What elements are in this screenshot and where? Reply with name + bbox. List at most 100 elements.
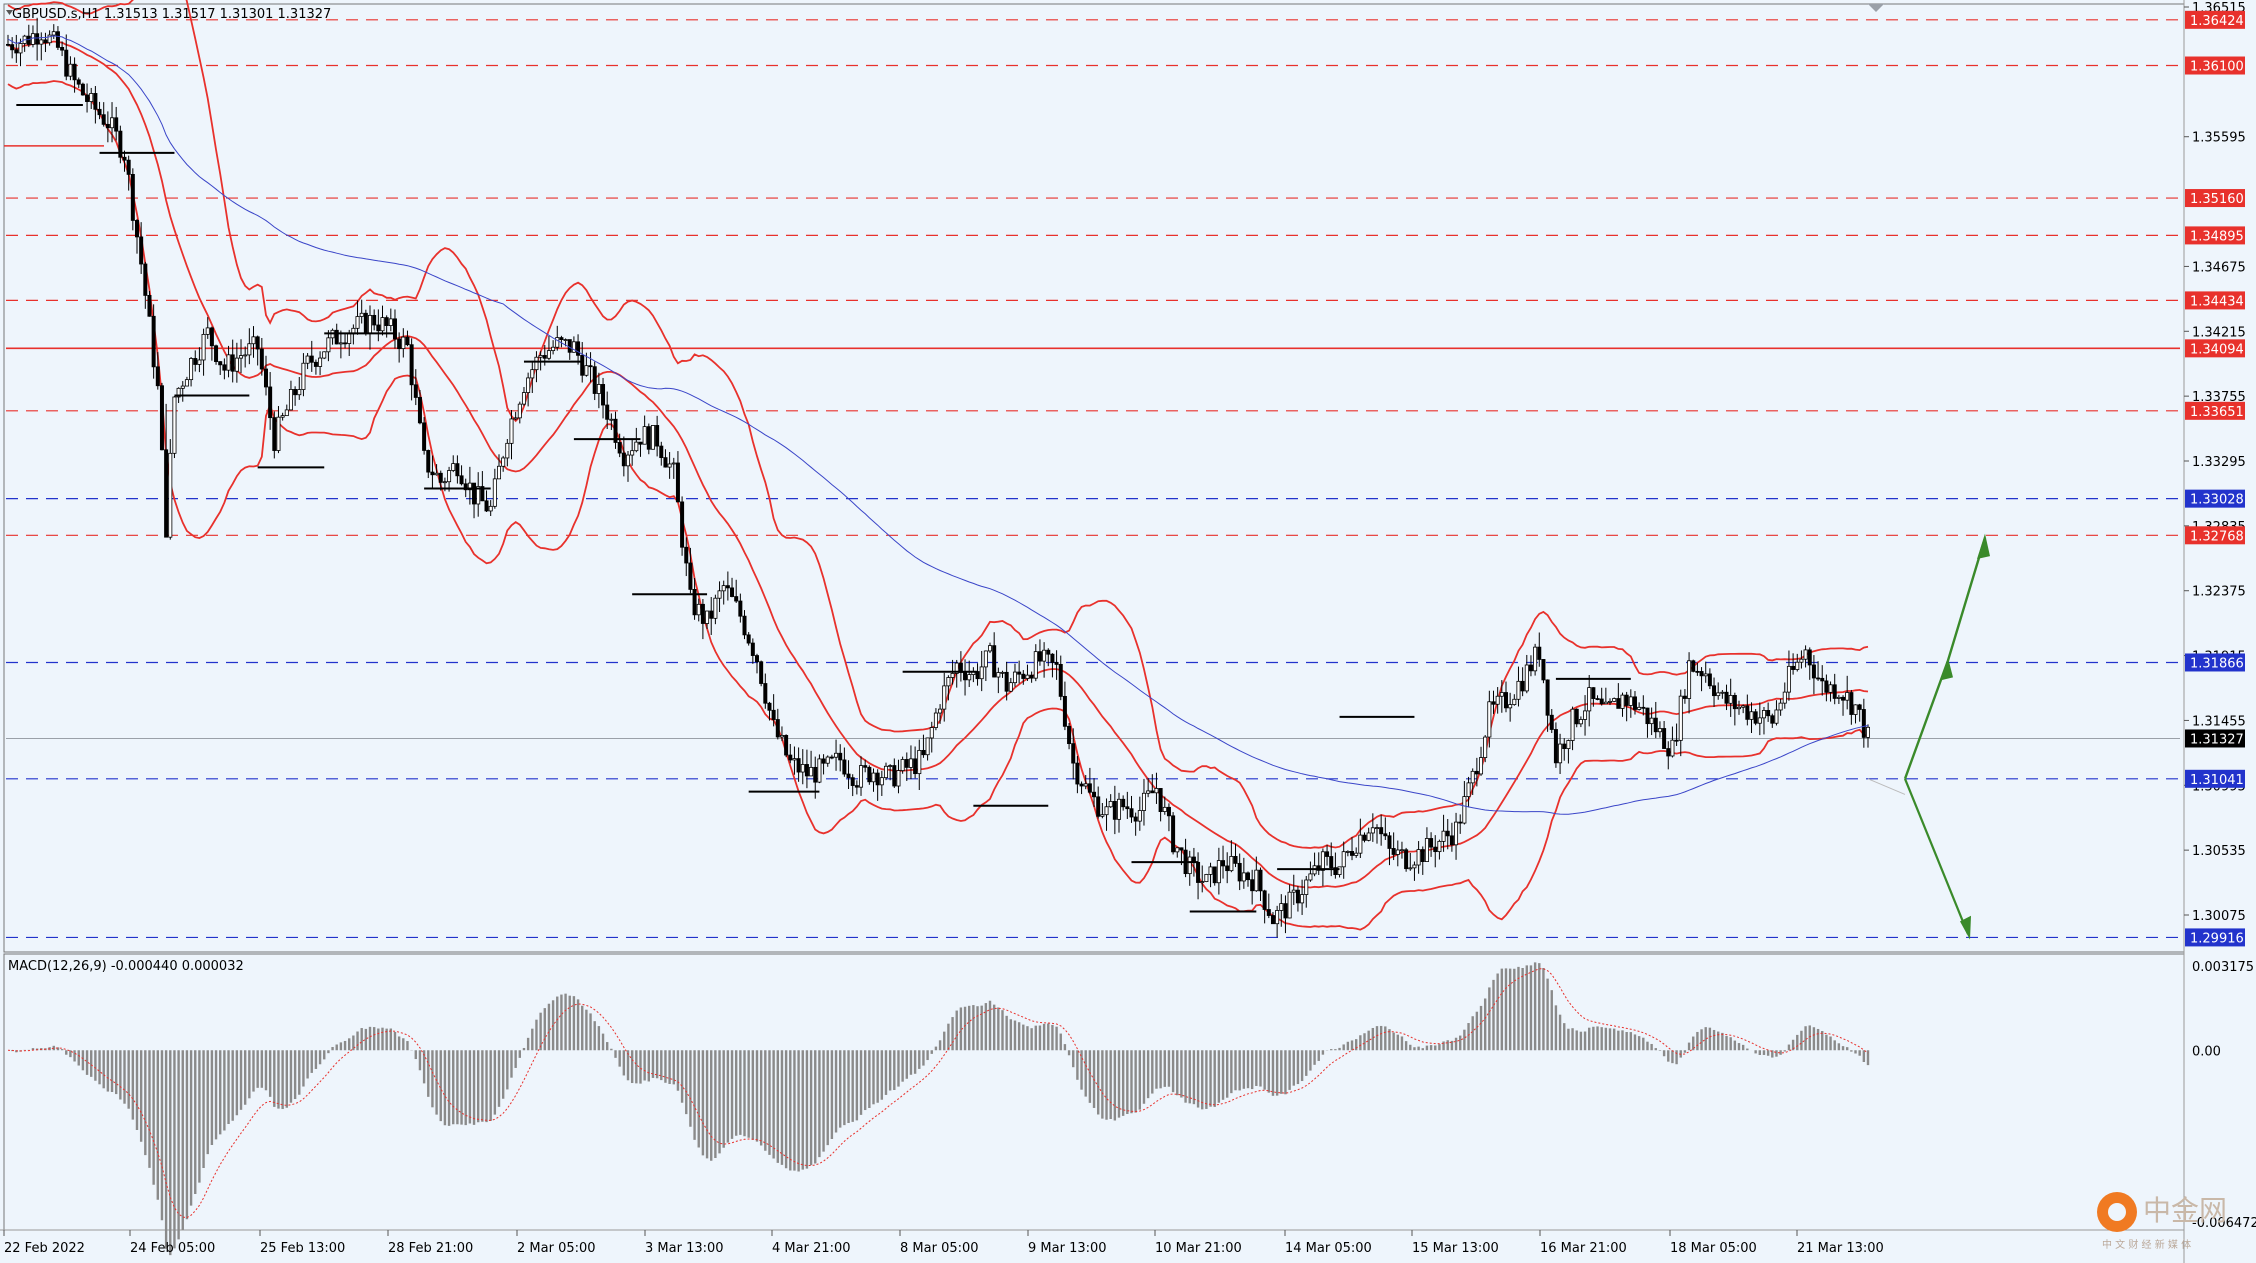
candle-body: [35, 33, 40, 45]
candle-body: [1670, 739, 1675, 757]
candle-body: [1216, 860, 1221, 884]
candle-body: [638, 441, 643, 445]
candle-body: [484, 500, 489, 512]
candle-body: [1462, 796, 1467, 824]
candle-body: [542, 355, 547, 359]
candle-body: [1616, 698, 1621, 709]
watermark-brand: 中金网: [2143, 1194, 2227, 1227]
candle-body: [1158, 788, 1163, 812]
candle-body: [1512, 698, 1517, 706]
forecast-down-arrow: [1903, 778, 1970, 935]
candle-body: [1791, 665, 1796, 670]
candle-body: [60, 46, 65, 51]
candle-body: [1699, 671, 1704, 677]
price-tick-label-1: 1.35595: [2192, 131, 2246, 146]
candle-body: [904, 759, 909, 768]
candle-body: [1437, 840, 1442, 853]
candle-body: [1320, 851, 1325, 871]
candle-body: [1861, 709, 1866, 738]
candle-body: [80, 83, 85, 96]
candle-body: [983, 650, 988, 668]
candle-body: [1811, 664, 1816, 679]
candle-body: [201, 333, 206, 361]
candle-body: [1283, 903, 1288, 919]
candle-body: [255, 336, 260, 350]
candle-body: [397, 338, 402, 349]
candle-body: [1291, 889, 1296, 893]
candle-body: [509, 418, 514, 444]
candle-body: [1179, 847, 1184, 851]
candle-body: [650, 425, 655, 450]
candle-body: [355, 316, 360, 329]
candle-body: [101, 114, 106, 125]
candle-body: [1304, 879, 1309, 895]
candle-body: [1387, 835, 1392, 849]
bollinger-bands: [7, 0, 1869, 931]
candle-body: [392, 318, 397, 340]
level-tag-11: [2185, 769, 2245, 788]
candle-body: [1578, 719, 1583, 725]
candle-body: [784, 735, 789, 756]
candle-body: [1820, 677, 1825, 682]
candle-body: [288, 389, 293, 411]
candle-body: [1845, 692, 1850, 701]
time-tick-label-7: 8 Mar 05:00: [900, 1241, 979, 1256]
level-tag-8: [2185, 526, 2245, 545]
candle-body: [1508, 704, 1513, 709]
shift-marker-icon[interactable]: [1868, 4, 1884, 12]
candle-body: [671, 462, 676, 465]
candle-body: [1824, 680, 1829, 693]
candle-body: [259, 348, 264, 370]
candle-body: [750, 642, 755, 656]
candle-body: [14, 49, 19, 54]
candle-body: [1737, 706, 1742, 710]
candle-body: [871, 772, 876, 783]
candle-body: [114, 117, 119, 132]
candlesticks: [6, 17, 1871, 938]
candle-body: [1778, 702, 1783, 711]
candle-body: [1491, 701, 1496, 705]
candle-body: [1666, 748, 1671, 757]
dropdown-triangle-icon[interactable]: [6, 10, 13, 15]
candle-body: [1379, 827, 1384, 835]
level-tag-4: [2185, 291, 2245, 310]
candle-body: [293, 389, 298, 396]
candle-body: [684, 546, 689, 564]
candle-body: [1591, 687, 1596, 699]
candle-body: [1595, 698, 1600, 700]
candle-body: [754, 655, 759, 663]
level-tag-text-9: 1.31866: [2190, 656, 2244, 671]
lower-band: [7, 80, 1869, 931]
candle-body: [1270, 915, 1275, 925]
candle-body: [68, 63, 73, 77]
time-tick-label-2: 25 Feb 13:00: [260, 1241, 345, 1256]
candle-body: [696, 603, 701, 616]
forecast-arrows: [1867, 533, 1990, 940]
candle-body: [1125, 806, 1130, 810]
candle-body: [700, 603, 705, 624]
candle-body: [896, 770, 901, 787]
candle-body: [530, 369, 535, 379]
candle-body: [1258, 869, 1263, 892]
candle-body: [1524, 664, 1529, 692]
candle-body: [908, 758, 913, 768]
candle-body: [917, 749, 922, 775]
candle-body: [1341, 851, 1346, 868]
candle-body: [705, 610, 710, 624]
candle-body: [97, 108, 102, 116]
level-tag-1: [2185, 56, 2245, 75]
candle-body: [1087, 783, 1092, 793]
current-price-tag: [2185, 729, 2245, 748]
candle-body: [900, 759, 905, 771]
level-tag-text-11: 1.31041: [2190, 773, 2244, 788]
candle-body: [534, 356, 539, 371]
candle-body: [1445, 830, 1450, 837]
candle-body: [1795, 661, 1800, 670]
time-tick-label-10: 14 Mar 05:00: [1285, 1241, 1372, 1256]
candle-body: [139, 236, 144, 265]
candle-body: [596, 384, 601, 394]
level-tag-text-10: 1.31327: [2190, 732, 2244, 747]
candle-body: [263, 368, 268, 388]
